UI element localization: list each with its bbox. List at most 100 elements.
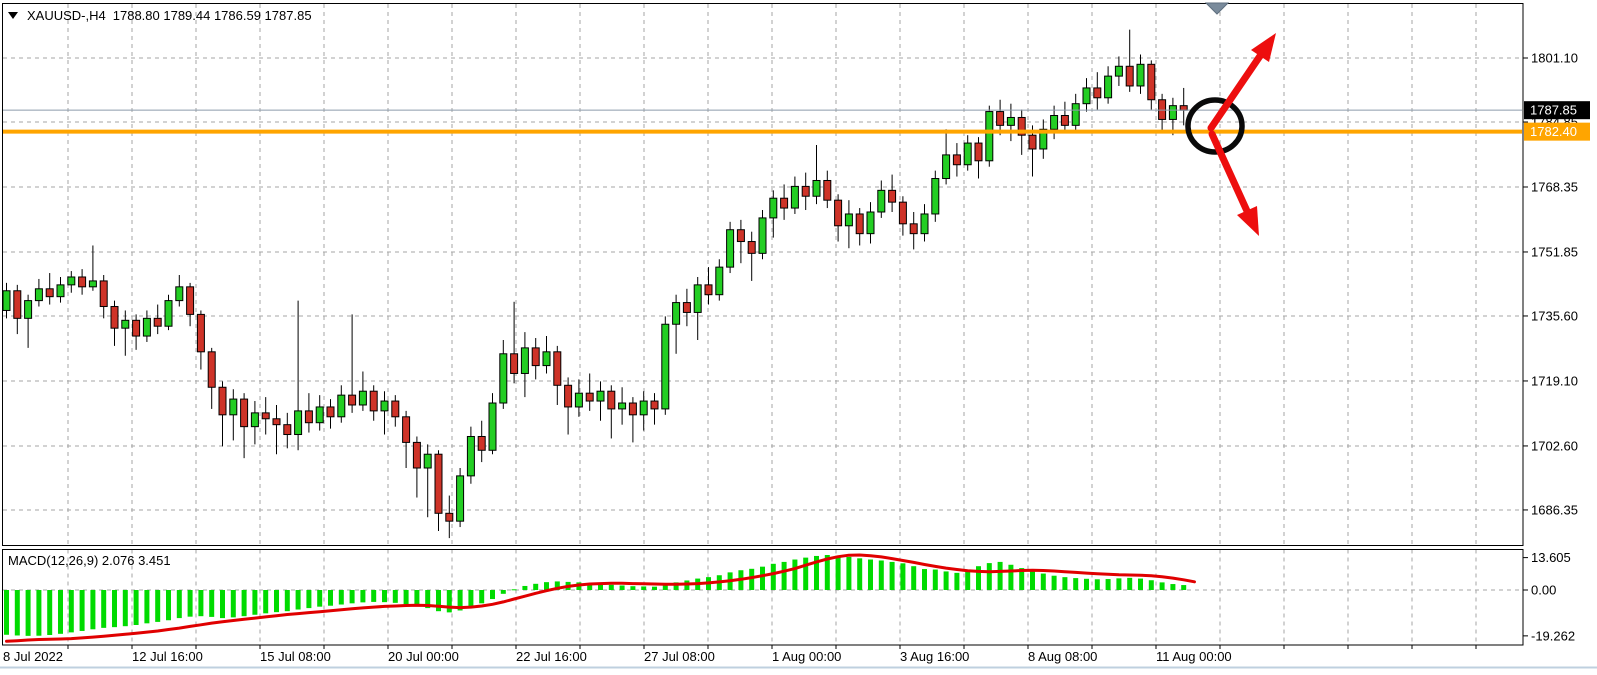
candle-body xyxy=(1168,105,1177,120)
macd-axis-label: -19.262 xyxy=(1531,628,1575,643)
candle-body xyxy=(391,400,400,418)
arrow-up-annotation-head[interactable] xyxy=(1251,33,1276,62)
arrow-down-annotation[interactable] xyxy=(1208,130,1251,215)
time-axis-label: 15 Jul 08:00 xyxy=(260,649,331,664)
macd-histogram-bar xyxy=(58,590,63,634)
macd-histogram-bar xyxy=(1008,564,1014,590)
candle-body xyxy=(445,512,454,522)
macd-histogram-bar xyxy=(673,582,679,590)
candle-body xyxy=(153,317,162,327)
candle-body xyxy=(142,317,151,337)
candle-body xyxy=(261,412,270,420)
price-axis-label: 1751.85 xyxy=(1531,244,1578,259)
macd-histogram-bar xyxy=(414,590,420,607)
candle-body xyxy=(218,386,227,416)
candle-body xyxy=(1114,65,1123,77)
macd-histogram-bar xyxy=(522,585,528,590)
candle-body xyxy=(1082,87,1091,105)
candle-body xyxy=(585,392,594,402)
candle-body xyxy=(34,288,43,302)
symbol-dropdown-icon[interactable] xyxy=(8,12,18,19)
macd-histogram-bar xyxy=(47,590,53,636)
macd-histogram-bar xyxy=(1170,584,1176,590)
candle-body xyxy=(13,290,22,319)
macd-axis-label: 0.00 xyxy=(1531,583,1556,598)
candle-body xyxy=(78,276,87,288)
macd-histogram-bar xyxy=(900,563,906,590)
candle-body xyxy=(909,223,918,235)
macd-histogram-bar xyxy=(457,590,463,611)
macd-histogram-bar xyxy=(943,571,949,590)
candle-body xyxy=(715,266,724,296)
macd-histogram-bar xyxy=(619,585,625,590)
macd-histogram-bar xyxy=(997,561,1003,590)
circle-annotation[interactable] xyxy=(1185,97,1245,155)
candle-body xyxy=(693,284,702,313)
macd-histogram-bar xyxy=(1040,573,1046,590)
candle-body xyxy=(2,290,11,311)
macd-histogram-bar xyxy=(122,590,128,627)
macd-histogram-bar xyxy=(652,586,657,590)
macd-histogram-bar xyxy=(14,590,20,636)
macd-histogram-bar xyxy=(155,590,161,622)
candle-body xyxy=(844,213,853,227)
macd-indicator-label: MACD(12,26,9) 2.076 3.451 xyxy=(8,553,171,568)
macd-histogram-bar xyxy=(554,581,560,590)
macd-histogram-bar xyxy=(360,590,366,603)
macd-histogram-bar xyxy=(479,590,485,604)
candle-body xyxy=(574,392,583,408)
macd-histogram-bar xyxy=(198,590,204,617)
time-axis-label: 11 Aug 00:00 xyxy=(1156,649,1232,664)
macd-histogram-bar xyxy=(284,590,290,612)
macd-histogram-bar xyxy=(1116,578,1122,590)
macd-histogram-bar xyxy=(295,590,301,610)
candle-body xyxy=(499,353,508,404)
macd-histogram-bar xyxy=(965,569,971,590)
candle-body xyxy=(488,402,497,451)
main-panel-border xyxy=(2,3,1524,546)
macd-histogram-bar xyxy=(490,590,495,600)
arrow-down-annotation-head[interactable] xyxy=(1237,206,1259,236)
candle-body xyxy=(423,453,432,469)
macd-histogram-bar xyxy=(25,590,31,636)
hline-price-tag-bg xyxy=(1524,122,1590,141)
ohlc-readout: 1788.80 1789.44 1786.59 1787.85 xyxy=(112,8,312,23)
price-axis-label: 1719.10 xyxy=(1531,373,1578,388)
time-axis-label: 22 Jul 16:00 xyxy=(516,649,587,664)
candle-body xyxy=(823,179,832,201)
macd-histogram-bar xyxy=(889,561,895,590)
macd-histogram-bar xyxy=(1105,579,1111,590)
price-axis-label: 1735.60 xyxy=(1531,308,1578,323)
macd-histogram-bar xyxy=(176,590,182,619)
candle-body xyxy=(920,213,929,235)
macd-histogram-bar xyxy=(1019,568,1025,590)
candle-body xyxy=(1050,115,1059,130)
candle-body xyxy=(553,351,562,386)
price-axis-label: 1801.10 xyxy=(1531,51,1578,66)
macd-histogram-bar xyxy=(133,590,139,626)
arrow-up-annotation[interactable] xyxy=(1207,52,1264,132)
chart-header: XAUUSD-,H4 1788.80 1789.44 1786.59 1787.… xyxy=(8,8,312,23)
time-axis-label: 20 Jul 00:00 xyxy=(388,649,459,664)
candle-body xyxy=(412,441,421,469)
candle-body xyxy=(736,229,745,243)
macd-histogram-bar xyxy=(436,590,441,612)
macd-histogram-bar xyxy=(446,590,452,613)
candle-body xyxy=(618,402,627,410)
macd-histogram-bar xyxy=(598,583,603,590)
candle-body xyxy=(1071,103,1080,126)
macd-histogram-bar xyxy=(641,586,647,590)
candle-body xyxy=(1125,65,1134,87)
macd-histogram-bar xyxy=(878,560,884,590)
macd-histogram-bar xyxy=(90,590,96,630)
macd-histogram-bar xyxy=(4,590,9,635)
bid-price-tag: 1787.85 xyxy=(1530,103,1577,118)
macd-histogram-bar xyxy=(1084,578,1089,590)
candle-body xyxy=(207,351,216,388)
macd-histogram-bar xyxy=(349,590,355,604)
candle-body xyxy=(1028,134,1037,150)
time-axis-label: 8 Aug 08:00 xyxy=(1028,649,1097,664)
object-anchor-marker-icon[interactable] xyxy=(1204,2,1230,15)
candle-body xyxy=(164,300,173,327)
